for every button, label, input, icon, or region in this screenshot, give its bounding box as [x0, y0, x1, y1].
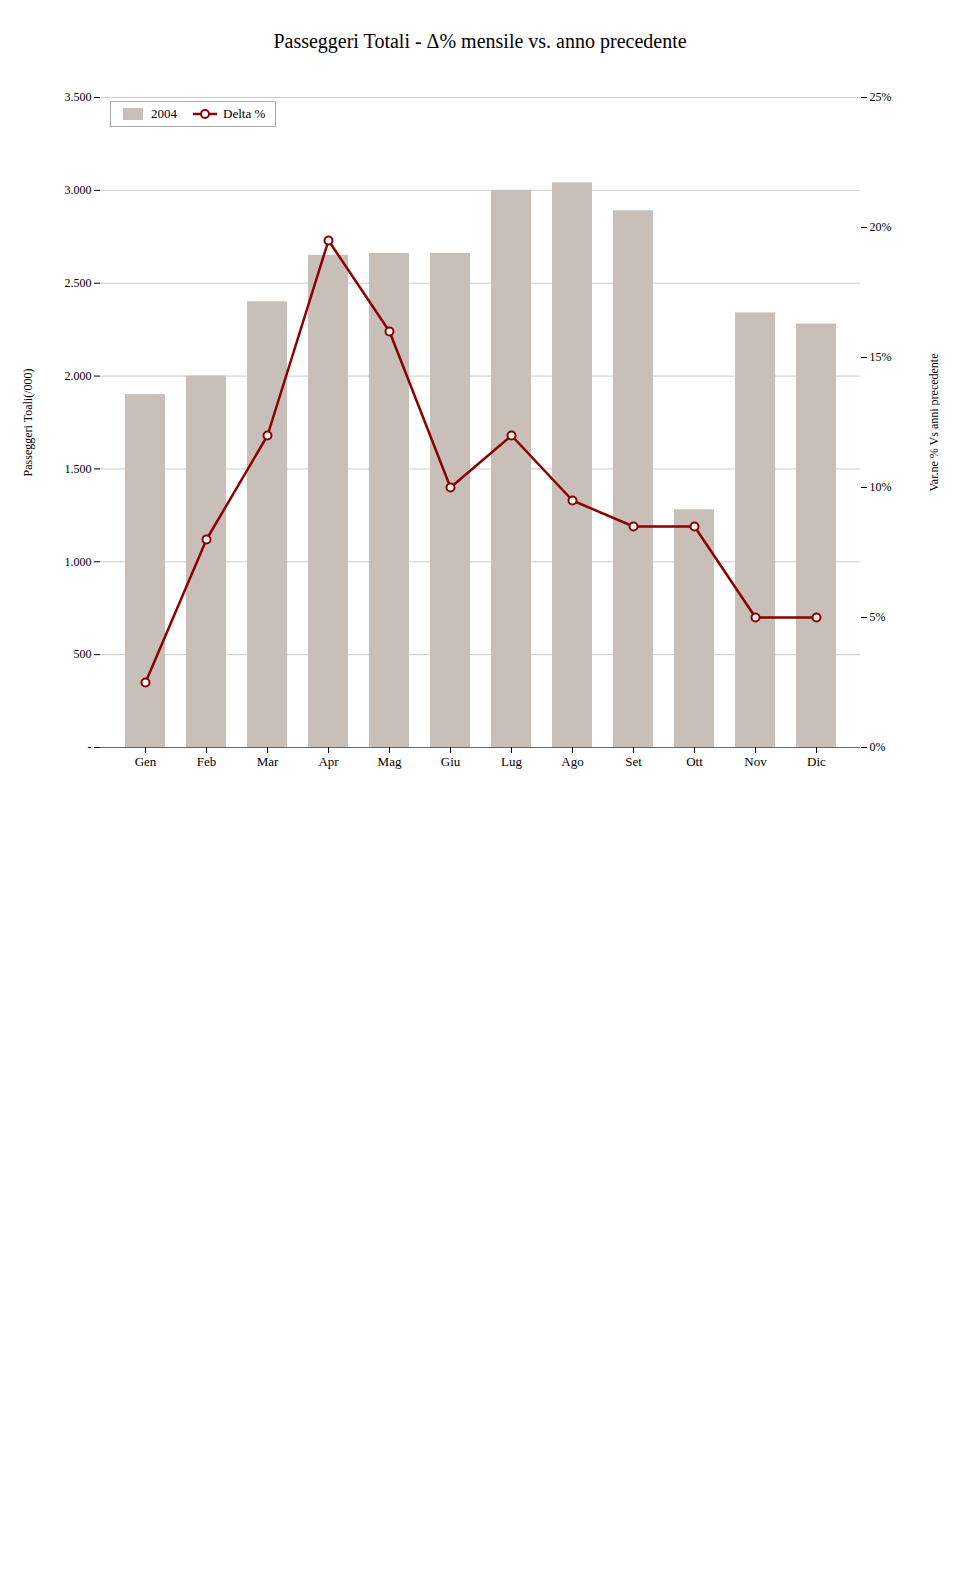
svg-text:Dic: Dic: [807, 754, 826, 769]
svg-text:Passeggeri Toali(/000): Passeggeri Toali(/000): [21, 369, 35, 477]
svg-text:Ago: Ago: [561, 754, 583, 769]
svg-text:5%: 5%: [870, 610, 886, 624]
html-text:Passeggeri Totali - Δ% mensile: Passeggeri Totali - Δ% mensile vs. anno …: [273, 30, 687, 52]
svg-text:Mar: Mar: [257, 754, 279, 769]
svg-text:20%: 20%: [870, 220, 892, 234]
svg-text:Feb: Feb: [197, 754, 217, 769]
svg-text:0%: 0%: [870, 740, 886, 754]
svg-text:Gen: Gen: [135, 754, 157, 769]
svg-text:Ott: Ott: [686, 754, 703, 769]
svg-text:Apr: Apr: [318, 754, 339, 769]
svg-text:10%: 10%: [870, 480, 892, 494]
svg-text:1.500: 1.500: [65, 462, 92, 476]
html-text:Delta %: Delta %: [223, 106, 266, 121]
svg-text:Lug: Lug: [501, 754, 522, 769]
svg-text:2.000: 2.000: [65, 369, 92, 383]
svg-text:3.500: 3.500: [65, 90, 92, 104]
svg-text:500: 500: [74, 647, 92, 661]
svg-text:1.000: 1.000: [65, 555, 92, 569]
svg-text:15%: 15%: [870, 350, 892, 364]
html-text:2004: 2004: [151, 106, 177, 121]
svg-text:Set: Set: [625, 754, 642, 769]
svg-text:2.500: 2.500: [65, 276, 92, 290]
svg-text:3.000: 3.000: [65, 183, 92, 197]
svg-text:Var.ne % Vs anni precedente: Var.ne % Vs anni precedente: [927, 353, 941, 491]
svg-text:Mag: Mag: [378, 754, 402, 769]
svg-text:Giu: Giu: [441, 754, 461, 769]
svg-text:25%: 25%: [870, 90, 892, 104]
svg-text:Nov: Nov: [744, 754, 767, 769]
svg-text:-: -: [88, 740, 92, 754]
